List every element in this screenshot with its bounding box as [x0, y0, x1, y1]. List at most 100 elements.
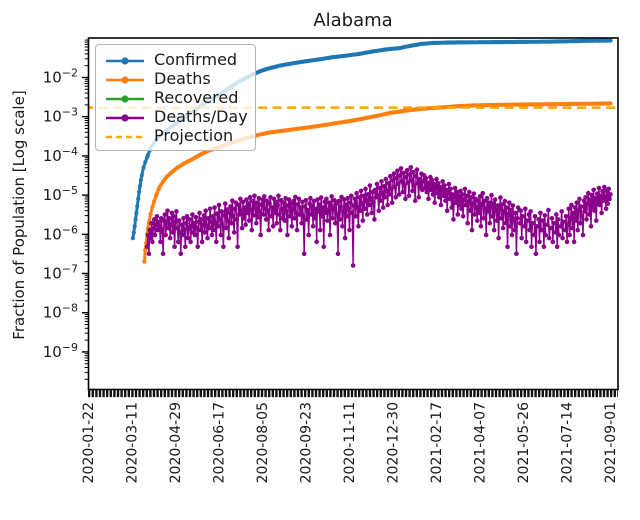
- deaths-per-day-marker: [235, 244, 240, 250]
- deaths-per-day-marker: [433, 185, 438, 191]
- deaths-per-day-marker: [301, 251, 307, 256]
- deaths-per-day-marker: [203, 208, 208, 213]
- deaths-per-day-marker: [227, 210, 232, 216]
- deaths-per-day-marker: [407, 172, 413, 177]
- deaths-per-day-marker: [532, 214, 538, 219]
- x-tick-label: 2021-02-17: [429, 402, 445, 483]
- deaths-per-day-marker: [478, 224, 484, 229]
- deaths-per-day-marker: [264, 198, 270, 203]
- deaths-per-day-marker: [404, 167, 410, 173]
- deaths-per-day-marker: [309, 212, 314, 217]
- deaths-per-day-marker: [352, 196, 358, 202]
- deaths-per-day-marker: [547, 225, 553, 231]
- deaths-per-day-marker: [283, 195, 288, 201]
- deaths-per-day-marker: [195, 244, 200, 250]
- deaths-per-day-marker: [346, 206, 351, 212]
- deaths-per-day-marker: [485, 209, 491, 214]
- deaths-per-day-marker: [458, 188, 463, 194]
- deaths-per-day-marker: [281, 200, 287, 205]
- deaths-per-day-marker: [402, 183, 407, 188]
- deaths-per-day-marker: [297, 212, 303, 217]
- deaths-per-day-marker: [441, 193, 446, 199]
- deaths-per-day-marker: [540, 218, 546, 223]
- deaths-per-day-marker: [503, 220, 509, 226]
- deaths-per-day-marker: [294, 227, 300, 233]
- deaths-per-day-marker: [423, 175, 429, 181]
- deaths-per-day-marker: [440, 179, 446, 184]
- deaths-per-day-marker: [403, 196, 408, 202]
- deaths-per-day-marker: [487, 220, 493, 226]
- deaths-per-day-marker: [144, 244, 150, 250]
- deaths-per-day-marker: [341, 209, 346, 214]
- y-tick-label: 10−4: [43, 145, 78, 165]
- deaths-per-day-marker: [475, 218, 480, 223]
- deaths-per-day-marker: [578, 220, 583, 226]
- deaths-per-day-marker: [179, 222, 184, 227]
- deaths-per-day-marker: [366, 202, 372, 208]
- deaths-per-day-marker: [344, 214, 350, 219]
- deaths-per-day-marker: [270, 205, 275, 210]
- deaths-per-day-marker: [445, 190, 451, 196]
- deaths-per-day-marker: [393, 195, 399, 200]
- deaths-per-day-marker: [545, 222, 550, 227]
- deaths-per-day-marker: [396, 192, 402, 197]
- deaths-per-day-marker: [468, 195, 474, 200]
- confirmed-marker: [138, 178, 143, 183]
- deaths-per-day-marker: [357, 195, 362, 200]
- deaths-per-day-marker: [524, 218, 530, 223]
- deaths-per-day-marker: [315, 197, 320, 202]
- deaths-per-day-marker: [290, 206, 296, 212]
- deaths-per-day-marker: [171, 214, 176, 219]
- confirmed-marker: [145, 153, 151, 158]
- deaths-per-day-marker: [505, 244, 510, 250]
- deaths-marker: [154, 191, 159, 196]
- deaths-per-day-marker: [145, 232, 151, 238]
- deaths-per-day-marker: [374, 181, 380, 187]
- deaths-per-day-marker: [594, 218, 599, 223]
- deaths-per-day-marker: [168, 222, 174, 227]
- deaths-per-day-marker: [507, 200, 512, 205]
- deaths-per-day-marker: [335, 251, 341, 256]
- deaths-per-day-marker: [163, 232, 168, 238]
- deaths-per-day-marker: [459, 192, 465, 197]
- deaths-per-day-marker: [517, 220, 523, 226]
- deaths-per-day-marker: [351, 203, 357, 208]
- deaths-per-day-marker: [169, 210, 175, 216]
- deaths-per-day-marker: [232, 206, 238, 212]
- deaths-per-day-marker: [180, 232, 185, 238]
- deaths-per-day-marker: [333, 220, 338, 226]
- deaths-per-day-marker: [376, 208, 382, 213]
- deaths-per-day-marker: [580, 232, 586, 238]
- deaths-per-day-marker: [319, 214, 325, 219]
- y-tick-label: 10−3: [43, 106, 78, 126]
- deaths-per-day-marker: [305, 207, 311, 213]
- deaths-per-day-marker: [254, 200, 260, 205]
- deaths-per-day-marker: [217, 217, 223, 222]
- deaths-per-day-marker: [464, 193, 470, 199]
- deaths-per-day-marker: [459, 206, 464, 212]
- deaths-per-day-marker: [491, 201, 496, 206]
- deaths-per-day-marker: [412, 198, 418, 203]
- deaths-per-day-marker: [382, 195, 388, 200]
- deaths-per-day-marker: [182, 227, 187, 233]
- deaths-per-day-marker: [574, 200, 580, 205]
- deaths-per-day-marker: [437, 184, 443, 190]
- deaths-per-day-marker: [461, 197, 467, 202]
- deaths-per-day-marker: [555, 217, 561, 222]
- deaths-per-day-marker: [166, 225, 171, 231]
- deaths-per-day-marker: [218, 232, 224, 238]
- deaths-per-day-marker: [229, 220, 234, 226]
- deaths-per-day-marker: [452, 185, 458, 191]
- deaths-per-day-marker: [472, 212, 478, 217]
- deaths-marker: [142, 259, 147, 264]
- deaths-per-day-marker: [256, 195, 262, 201]
- deaths-per-day-marker: [156, 219, 161, 225]
- deaths-per-day-marker: [183, 220, 189, 226]
- deaths-per-day-marker: [408, 165, 414, 170]
- deaths-per-day-marker: [406, 193, 412, 199]
- x-tick-label: 2021-05-26: [516, 402, 532, 483]
- confirmed-marker: [139, 173, 144, 178]
- deaths-per-day-marker: [225, 218, 231, 223]
- deaths-per-day-marker: [200, 222, 206, 227]
- deaths-per-day-marker: [454, 189, 460, 195]
